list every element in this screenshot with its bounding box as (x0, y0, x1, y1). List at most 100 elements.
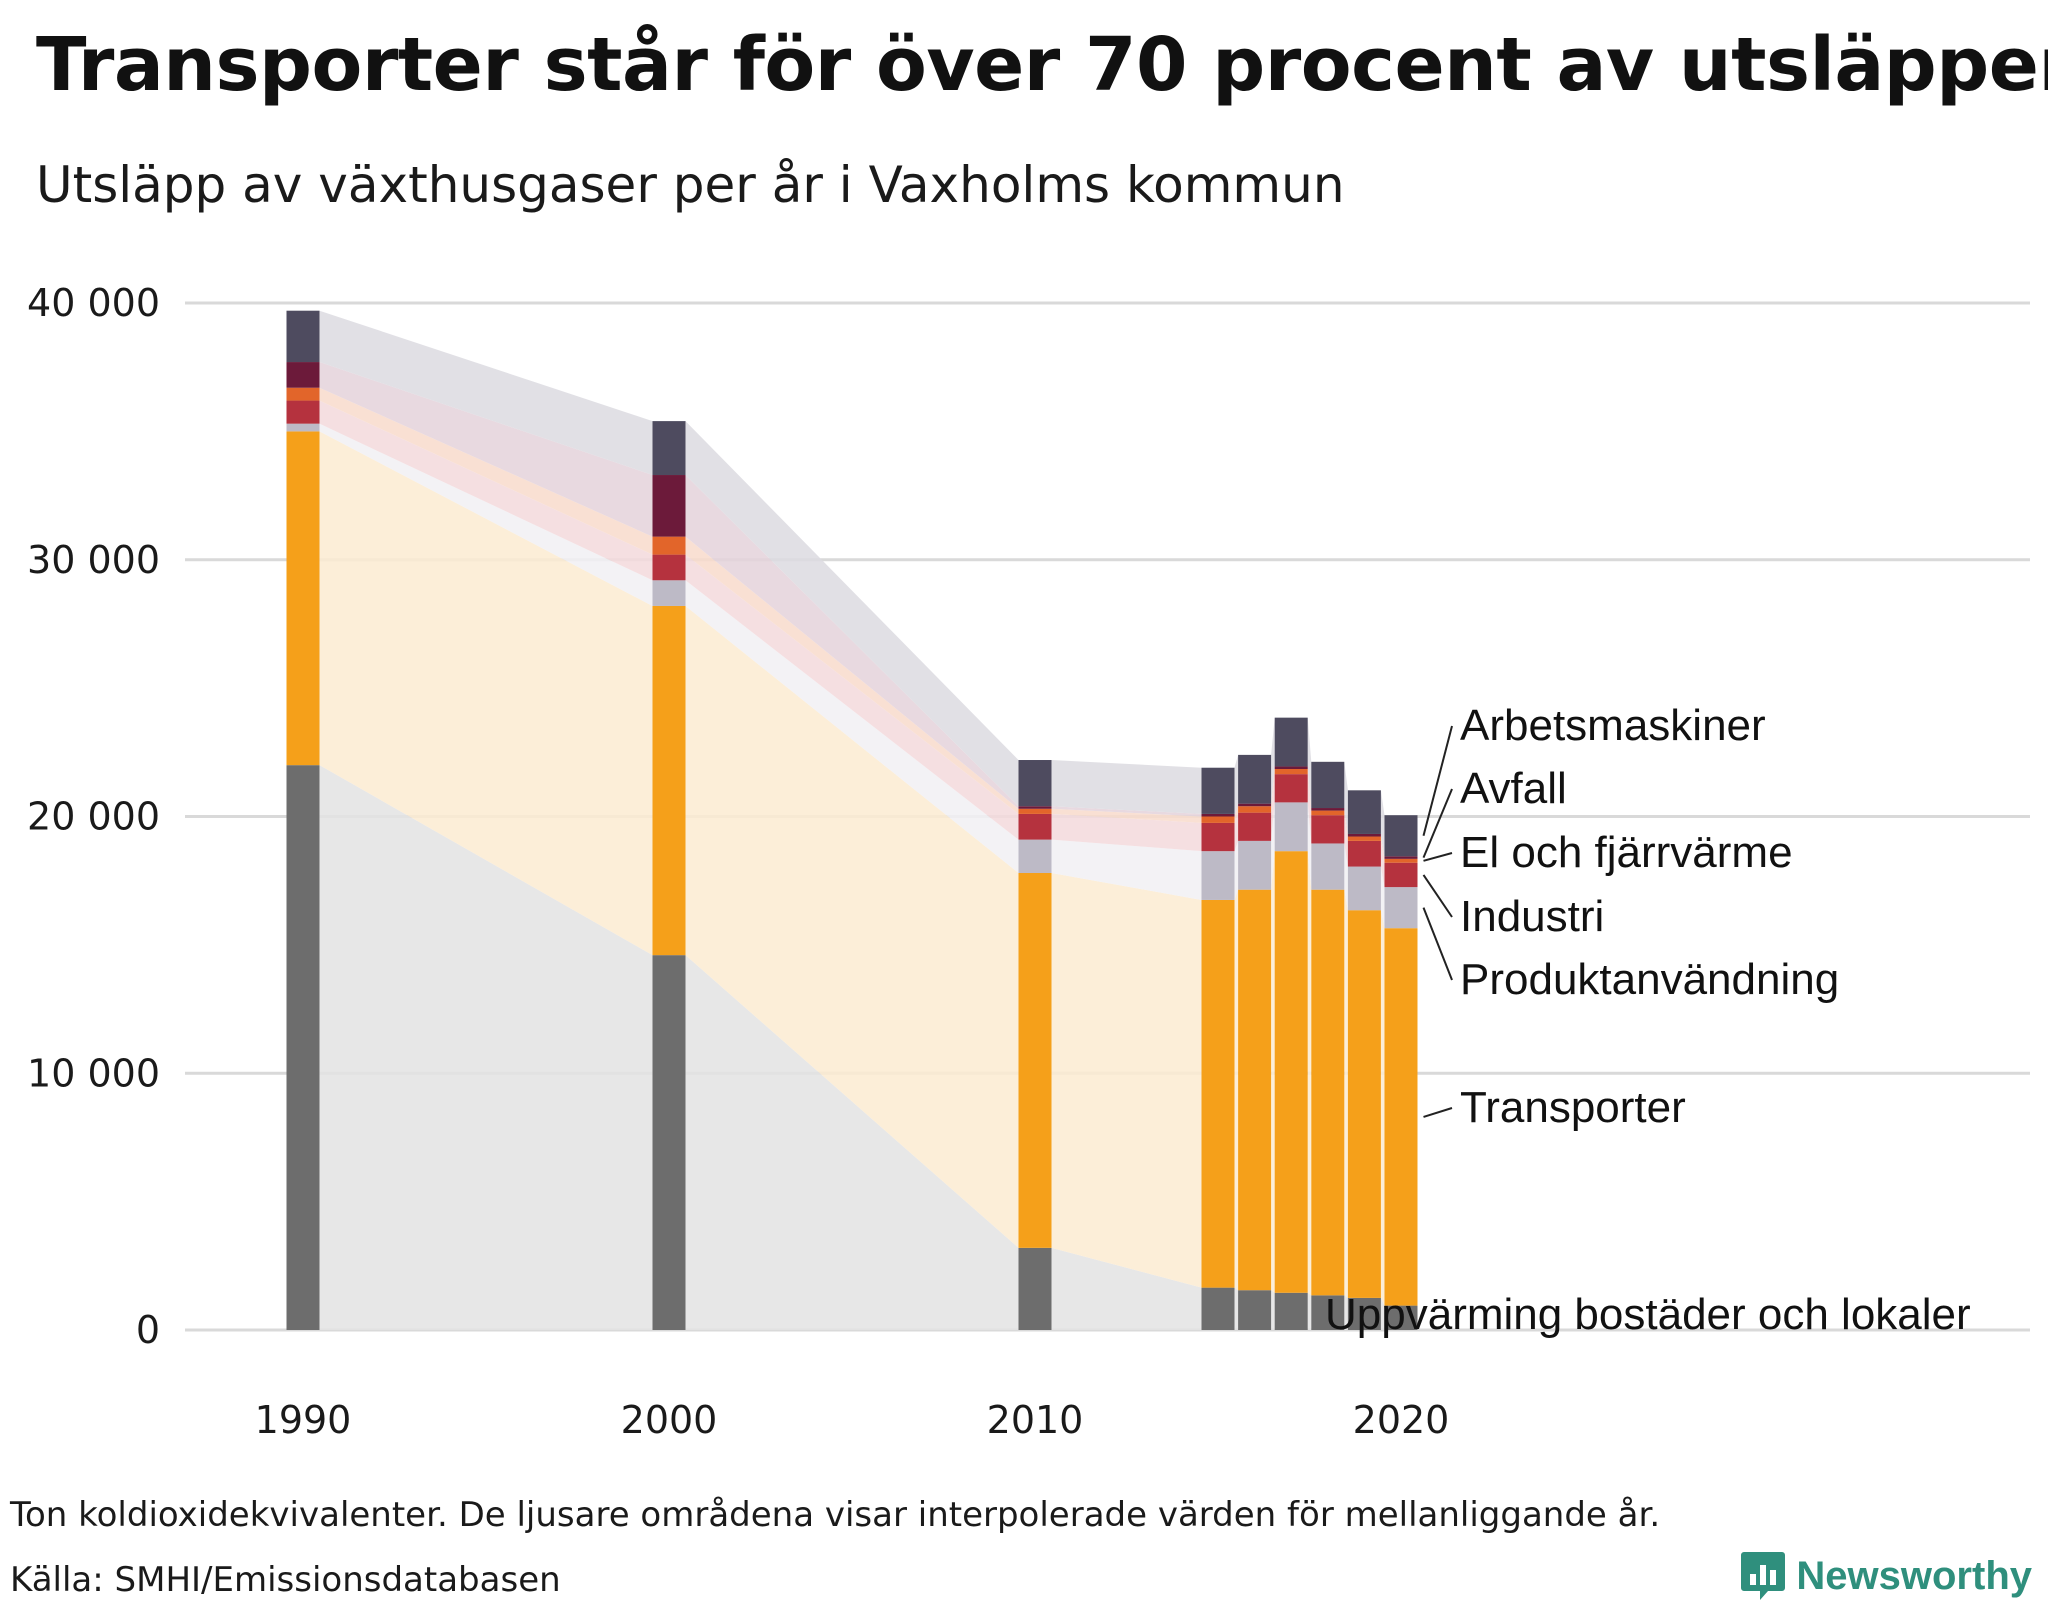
legend-label: Arbetsmaskiner (1460, 701, 1766, 750)
bar-segment (1384, 815, 1418, 857)
legend-label: Produktanvändning (1460, 955, 1839, 1004)
y-tick-label: 40 000 (27, 281, 160, 325)
bar-segment (1201, 899, 1235, 1288)
bar-segment (1274, 717, 1308, 767)
interpolated-area (1234, 803, 1239, 817)
source-note: Källa: SMHI/Emissionsdatabasen (10, 1560, 561, 1600)
bar-segment (652, 536, 686, 555)
interpolated-area (1344, 1295, 1348, 1330)
bar-segment (1274, 802, 1308, 852)
bar-segment (1238, 889, 1272, 1291)
interpolated-area (1051, 813, 1202, 852)
interpolated-area (1234, 889, 1239, 1291)
legend-label: Industri (1460, 892, 1604, 941)
interpolated-area (1307, 717, 1312, 809)
bar-segment (1018, 813, 1052, 840)
interpolated-area (1307, 851, 1312, 1296)
interpolated-area (685, 536, 1019, 814)
bar-segment (286, 387, 320, 401)
interpolated-area (1051, 839, 1202, 900)
bar-segment (1018, 872, 1052, 1248)
bar-segment (1347, 836, 1381, 841)
bar-segment (1238, 1290, 1272, 1330)
interpolated-area (1344, 761, 1348, 834)
interpolated-area (1271, 802, 1275, 890)
bar-segment (652, 580, 686, 606)
legend-connector (1423, 852, 1453, 862)
x-tick-label: 1990 (255, 1398, 352, 1442)
chart-subtitle: Utsläpp av växthusgaser per år i Vaxholm… (36, 156, 1345, 214)
bar-segment (1311, 761, 1345, 809)
legend-connector (1423, 1107, 1453, 1118)
legend-connector (1422, 725, 1453, 837)
interpolated-area (1344, 843, 1348, 911)
interpolated-area (319, 423, 653, 606)
interpolated-area (319, 310, 653, 476)
y-tick-label: 20 000 (27, 795, 160, 839)
interpolated-area (319, 431, 653, 956)
bar-segment (652, 475, 686, 537)
interpolated-area (1051, 872, 1202, 1288)
interpolated-area (319, 765, 653, 1330)
bar-segment (1018, 806, 1052, 809)
interpolated-area (685, 475, 1019, 809)
bar-segment (1274, 769, 1308, 775)
bar-segment (1384, 856, 1418, 859)
bar-segment (1238, 754, 1272, 804)
chart-title: Transporter står för över 70 procent av … (36, 22, 2048, 108)
bar-segment (1018, 760, 1052, 807)
bar-segment (1238, 812, 1272, 841)
bar-segment (1384, 858, 1418, 863)
interpolated-area (1051, 1247, 1202, 1330)
bar-segment (1201, 1287, 1235, 1330)
x-tick-label: 2020 (1353, 1398, 1450, 1442)
stacked-bar-chart: 0 10 000 20 000 30 000 40 000 1990 2000 2010 202… (27, 281, 2030, 1442)
bar-segment (1347, 833, 1381, 837)
interpolated-area (685, 421, 1019, 807)
interpolated-area (1380, 840, 1385, 888)
interpolated-area (1307, 1292, 1312, 1330)
bar-segment (1201, 813, 1235, 817)
legend-label: Avfall (1460, 764, 1567, 813)
bar-segment (1311, 815, 1345, 844)
bar-segment (286, 431, 320, 766)
interpolated-area (1271, 769, 1275, 813)
interpolated-area (1344, 815, 1348, 867)
bar-segment (1201, 851, 1235, 900)
x-tick-label: 2010 (987, 1398, 1084, 1442)
brand-logo[interactable]: Newsworthy (1740, 1550, 2032, 1602)
legend-connector (1422, 874, 1453, 918)
interpolated-area (1234, 1287, 1239, 1330)
brand-name: Newsworthy (1796, 1553, 2032, 1598)
bar-segment (652, 605, 686, 956)
interpolated-area (1271, 1290, 1275, 1330)
y-tick-label: 10 000 (27, 1051, 160, 1095)
bar-segment (1238, 840, 1272, 890)
interpolated-area (685, 580, 1019, 873)
interpolated-area (1051, 808, 1202, 823)
bar-segment (1311, 889, 1345, 1296)
bar-segment (1311, 808, 1345, 811)
bar-segment (286, 765, 320, 1330)
bar-segment (1274, 774, 1308, 803)
interpolated-area (1271, 851, 1275, 1293)
interpolated-area (1271, 766, 1275, 807)
interpolated-area (1380, 833, 1385, 859)
interpolated-area (1234, 806, 1239, 823)
interpolated-area (1344, 889, 1348, 1298)
bar-segment (1018, 1247, 1052, 1330)
legend-label: Transporter (1460, 1083, 1686, 1132)
bar-chart-speech-bubble-icon (1741, 1552, 1786, 1600)
bar-segment (1274, 1292, 1308, 1330)
interpolated-area (1051, 806, 1202, 817)
interpolated-area (1344, 808, 1348, 837)
bar-segment (1274, 766, 1308, 770)
x-tick-label: 2000 (621, 1398, 718, 1442)
interpolated-area (1344, 810, 1348, 841)
interpolated-area (1380, 790, 1385, 857)
bar-segment (1347, 840, 1381, 867)
bar-segment (286, 423, 320, 432)
bar-segment (286, 362, 320, 388)
bar-segment (1311, 810, 1345, 816)
bar-segment (286, 400, 320, 424)
